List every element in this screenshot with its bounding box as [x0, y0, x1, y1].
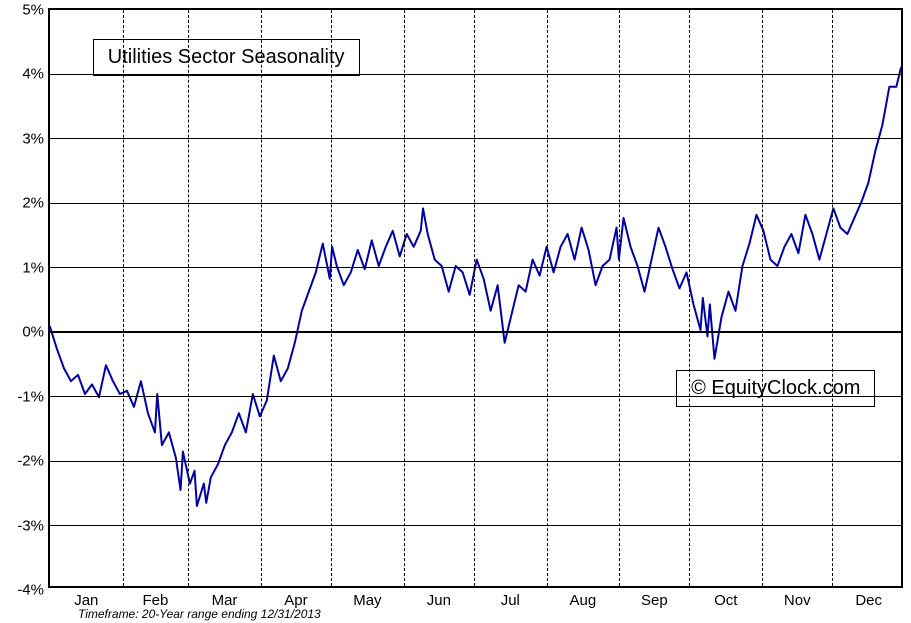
gridline-vertical [832, 10, 833, 586]
gridline-vertical [261, 10, 262, 586]
x-axis-tick-label: Sep [641, 592, 668, 609]
x-axis-tick-label: Aug [570, 592, 597, 609]
chart-container: Utilities Sector Seasonality © EquityClo… [0, 0, 911, 623]
x-axis-tick-label: May [353, 592, 381, 609]
y-axis-tick-label: 0% [22, 324, 44, 341]
gridline-vertical [762, 10, 763, 586]
chart-title: Utilities Sector Seasonality [108, 46, 345, 68]
x-axis-tick-label: Nov [784, 592, 811, 609]
plot-area: Utilities Sector Seasonality © EquityClo… [48, 8, 903, 588]
x-axis-tick-label: Dec [855, 592, 882, 609]
gridline-vertical [547, 10, 548, 586]
x-axis-tick-label: Oct [714, 592, 737, 609]
y-axis-tick-label: 1% [22, 259, 44, 276]
gridline-vertical [404, 10, 405, 586]
gridline-horizontal [50, 74, 901, 75]
gridline-horizontal [50, 203, 901, 204]
gridline-horizontal [50, 138, 901, 139]
gridline-vertical [123, 10, 124, 586]
gridline-horizontal [50, 396, 901, 397]
gridline-horizontal [50, 525, 901, 526]
gridline-vertical [331, 10, 332, 586]
gridline-vertical [474, 10, 475, 586]
line-chart-svg [50, 10, 901, 586]
gridline-vertical [619, 10, 620, 586]
footnote-text: Timeframe: 20-Year range ending 12/31/20… [78, 607, 321, 621]
footnote: Timeframe: 20-Year range ending 12/31/20… [78, 607, 321, 621]
y-axis-tick-label: -4% [17, 582, 44, 599]
gridline-vertical [188, 10, 189, 586]
y-axis-tick-label: 4% [22, 66, 44, 83]
y-axis-tick-label: -3% [17, 517, 44, 534]
attribution-box: © EquityClock.com [676, 370, 875, 407]
y-axis-tick-label: 2% [22, 195, 44, 212]
x-axis-tick-label: Jun [427, 592, 451, 609]
gridline-horizontal [50, 267, 901, 268]
y-axis-tick-label: -2% [17, 453, 44, 470]
gridline-vertical [689, 10, 690, 586]
y-axis-tick-label: -1% [17, 388, 44, 405]
y-axis-tick-label: 5% [22, 2, 44, 19]
data-series-line [50, 68, 901, 506]
y-axis-tick-label: 3% [22, 130, 44, 147]
chart-title-box: Utilities Sector Seasonality [93, 39, 360, 76]
x-axis-tick-label: Jul [501, 592, 520, 609]
gridline-horizontal [50, 461, 901, 462]
zero-line [50, 331, 901, 333]
